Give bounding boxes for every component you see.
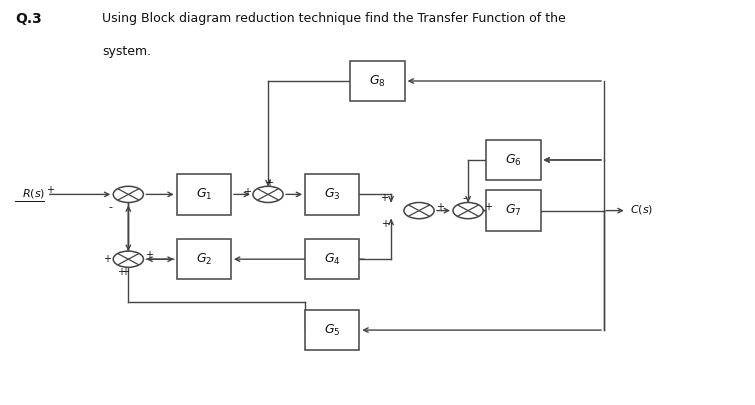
Text: $G_7$: $G_7$ [505, 203, 522, 218]
Text: $G_2$: $G_2$ [196, 252, 212, 267]
Text: +: + [381, 219, 389, 228]
Text: $G_3$: $G_3$ [324, 187, 341, 202]
Text: +: + [117, 267, 125, 277]
Text: $G_4$: $G_4$ [324, 252, 341, 267]
Bar [486, 190, 541, 231]
Circle shape [404, 202, 434, 219]
Bar [305, 310, 359, 350]
Text: +: + [265, 178, 273, 188]
Text: -: - [108, 202, 112, 212]
Text: +: + [122, 267, 129, 277]
Text: +: + [436, 202, 444, 211]
Circle shape [253, 186, 283, 202]
Text: $G_5$: $G_5$ [324, 322, 341, 338]
Text: +: + [380, 193, 387, 202]
Text: Using Block diagram reduction technique find the Transfer Function of the: Using Block diagram reduction technique … [102, 12, 565, 25]
Circle shape [113, 251, 143, 267]
Text: $R(s)$: $R(s)$ [22, 187, 45, 200]
Text: +: + [484, 202, 492, 211]
Text: +: + [146, 250, 153, 260]
Text: system.: system. [102, 45, 151, 58]
Text: $C(s)$: $C(s)$ [630, 203, 653, 216]
Text: Q.3: Q.3 [15, 12, 42, 26]
Bar [305, 174, 359, 215]
Bar [177, 239, 231, 279]
Text: +: + [103, 254, 111, 264]
Text: $G_1$: $G_1$ [196, 187, 212, 202]
Circle shape [453, 202, 483, 219]
Bar [177, 174, 231, 215]
Bar [486, 140, 541, 180]
Text: $G_8$: $G_8$ [369, 73, 386, 89]
Text: -: - [462, 193, 467, 202]
Text: +: + [46, 185, 54, 195]
Text: +: + [243, 187, 251, 196]
Circle shape [113, 186, 143, 202]
Bar [350, 61, 405, 101]
Bar [305, 239, 359, 279]
Text: $G_6$: $G_6$ [505, 152, 522, 168]
